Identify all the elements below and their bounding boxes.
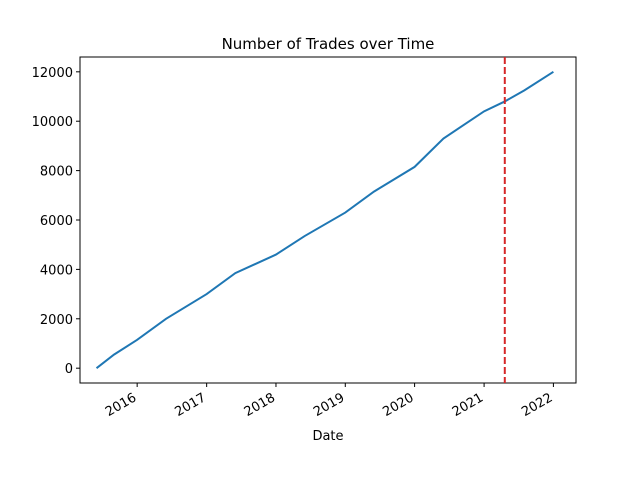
x-tick-label: 2020 (380, 390, 416, 420)
chart-title: Number of Trades over Time (222, 35, 435, 53)
plot-frame (79, 56, 577, 384)
y-tick-label: 0 (65, 362, 73, 377)
y-tick-label: 6000 (40, 214, 73, 229)
x-axis: 2016 2017 2018 2019 2020 2021 2022 (103, 383, 555, 420)
y-axis: 0 2000 4000 6000 8000 10000 12000 (32, 66, 80, 377)
y-tick-label: 12000 (32, 66, 73, 81)
y-tick-label: 8000 (40, 165, 73, 180)
x-tick-label: 2022 (519, 390, 555, 420)
x-tick-label: 2021 (450, 390, 486, 420)
y-tick-label: 10000 (32, 115, 73, 130)
y-tick-label: 2000 (40, 313, 73, 328)
x-tick-label: 2016 (103, 390, 139, 420)
x-axis-title: Date (312, 429, 343, 444)
x-tick-label: 2017 (172, 390, 208, 420)
y-tick-label: 4000 (40, 263, 73, 278)
x-tick-label: 2019 (311, 390, 347, 420)
series-line-trades (95, 70, 554, 369)
x-tick-label: 2018 (242, 390, 278, 420)
